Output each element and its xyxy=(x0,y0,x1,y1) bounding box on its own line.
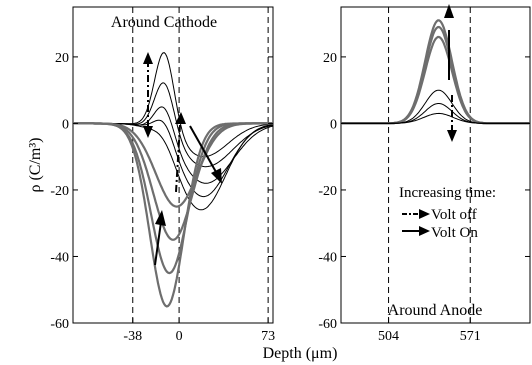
volt-on-arrow-dip xyxy=(154,221,162,266)
y-tick-label-3: 0 xyxy=(62,117,69,132)
y-tick-label-1: -40 xyxy=(50,250,69,265)
volt-off-curve-0 xyxy=(73,52,274,158)
y-tick-label-0: -60 xyxy=(318,317,337,332)
x-axis-label: Depth (μm) xyxy=(263,345,338,362)
cathode-x-ticks: -38 0 73 xyxy=(123,318,275,344)
y-tick-label-2: -20 xyxy=(50,184,69,199)
legend: Increasing time: Volt off Volt On xyxy=(399,185,496,241)
anode-title: Around Anode xyxy=(388,302,483,319)
volt-on-curve-1 xyxy=(341,25,530,125)
anode-y-ticks: -60 -40 -20 0 20 xyxy=(318,51,530,332)
volt-on-curve-0 xyxy=(341,19,530,125)
y-tick-label-1: -40 xyxy=(318,250,337,265)
cathode-plot-frame xyxy=(72,6,274,324)
anode-x-ticks: 504 571 xyxy=(378,318,481,344)
legend-volt-on-label: Volt On xyxy=(431,225,478,241)
y-tick-label-3: 0 xyxy=(330,117,337,132)
volt-on-curve-3 xyxy=(73,122,273,208)
y-axis-label: ρ (C/m³) xyxy=(27,138,44,193)
volt-on-curve-2 xyxy=(73,122,273,241)
volt-on-curve-2 xyxy=(341,35,530,125)
x-tick-label-1: 0 xyxy=(176,329,183,344)
anode-plot-frame xyxy=(340,6,531,324)
x-tick-label-0: 504 xyxy=(378,329,399,344)
volt-off-arrow-dip-head xyxy=(175,112,186,124)
volt-off-arrow-dip xyxy=(175,124,181,193)
cathode-panel: -60 -40 -20 0 20 -38 0 73 Around Cathode xyxy=(50,6,275,344)
anode-curves xyxy=(341,19,530,125)
cathode-curves xyxy=(73,52,274,308)
cathode-arrows xyxy=(143,52,222,266)
volt-off-arrow-anode-head xyxy=(447,130,457,142)
anode-arrows xyxy=(444,4,457,142)
volt-off-arrow-peak-tail xyxy=(143,52,153,64)
anode-panel: -60 -40 -20 0 20 504 571 Around Anode Increas… xyxy=(318,4,531,344)
volt-on-arrow-dip-head xyxy=(155,210,166,226)
volt-off-curve-2 xyxy=(73,106,274,184)
cathode-title: Around Cathode xyxy=(111,14,217,31)
cathode-y-ticks: -60 -40 -20 0 20 xyxy=(50,51,273,332)
y-tick-label-2: -20 xyxy=(318,184,337,199)
volt-on-arrow-shift-head xyxy=(211,168,222,184)
x-tick-label-2: 73 xyxy=(261,329,275,344)
volt-off-curve-2 xyxy=(341,112,530,124)
volt-on-curve-0 xyxy=(73,122,273,308)
volt-on-arrow-shift xyxy=(189,125,217,173)
x-tick-label-0: -38 xyxy=(123,329,142,344)
x-tick-label-1: 571 xyxy=(460,329,481,344)
legend-title: Increasing time: xyxy=(399,185,496,201)
volt-off-arrow-peak-head xyxy=(143,126,153,138)
anode-reference-lines xyxy=(388,7,471,323)
volt-off-curve-3 xyxy=(73,119,274,198)
legend-volt-off-label: Volt off xyxy=(431,207,477,223)
legend-volt-on-arrowhead xyxy=(419,226,430,236)
y-tick-label-4: 20 xyxy=(55,51,69,66)
volt-on-arrow-anode-head xyxy=(444,4,454,18)
volt-off-curve-0 xyxy=(341,89,530,124)
y-tick-label-0: -60 xyxy=(50,317,69,332)
legend-volt-off-arrowhead xyxy=(419,209,430,219)
y-tick-label-4: 20 xyxy=(323,51,337,66)
volt-off-curve-4 xyxy=(73,122,274,211)
